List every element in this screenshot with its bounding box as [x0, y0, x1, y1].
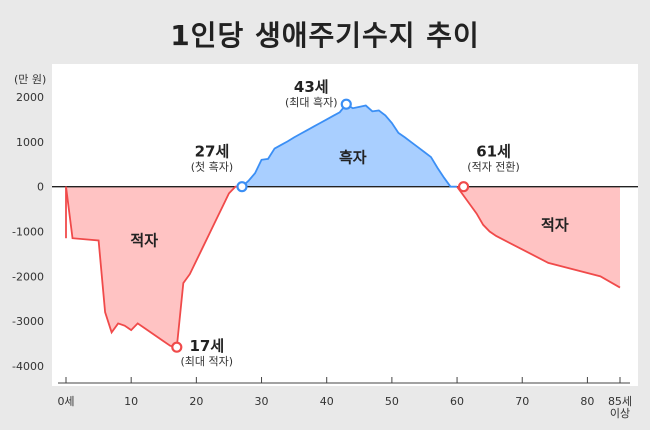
annotation-marker: [457, 181, 470, 193]
deficit-area-elderly: [457, 186, 620, 288]
x-tick-label: 60: [450, 395, 464, 408]
y-tick-label: 2000: [16, 91, 44, 104]
annotation-label: 17세: [189, 337, 224, 355]
annotation-marker: [171, 341, 183, 353]
x-tick-label: 85세: [608, 395, 632, 408]
region-label: 적자: [130, 231, 158, 249]
region-label: 적자: [541, 216, 569, 234]
annotation-sublabel: (최대 흑자): [285, 95, 338, 109]
y-tick-label: 0: [37, 181, 44, 194]
chart-title: 1인당 생애주기수지 추이: [170, 19, 480, 52]
x-tick-label: 20: [189, 395, 203, 408]
annotation-sublabel: (적자 전환): [467, 161, 520, 174]
x-tick-label-line2: 이상: [610, 407, 630, 420]
y-tick-label: -4000: [12, 360, 44, 373]
annotation-label: 27세: [195, 143, 230, 161]
x-tick-label: 40: [320, 395, 334, 408]
x-tick-label: 80: [580, 395, 594, 408]
y-tick-label: -1000: [12, 226, 44, 239]
x-tick-label: 10: [124, 395, 138, 408]
x-tick-label: 50: [385, 395, 399, 408]
x-tick-label: 70: [515, 395, 529, 408]
annotation-label: 61세: [476, 143, 511, 161]
region-label: 흑자: [339, 149, 367, 167]
y-tick-label: -2000: [12, 270, 44, 283]
surplus-area: [241, 104, 458, 187]
annotation-sublabel: (첫 흑자): [191, 160, 233, 174]
annotation-marker: [340, 98, 352, 110]
y-tick-label: -3000: [12, 315, 44, 328]
annotation-label: 43세: [294, 78, 329, 96]
y-unit-label: (만 원): [14, 73, 46, 86]
y-tick-label: 1000: [16, 136, 44, 149]
deficit-area-youth: [66, 186, 242, 348]
annotation-sublabel: (최대 적자): [181, 355, 234, 368]
deficit-line-elderly: [456, 186, 621, 289]
deficit-line-youth: [65, 185, 242, 349]
x-tick-label: 0세: [57, 395, 74, 408]
annotation-marker: [236, 181, 248, 193]
x-tick-label: 30: [255, 395, 269, 408]
